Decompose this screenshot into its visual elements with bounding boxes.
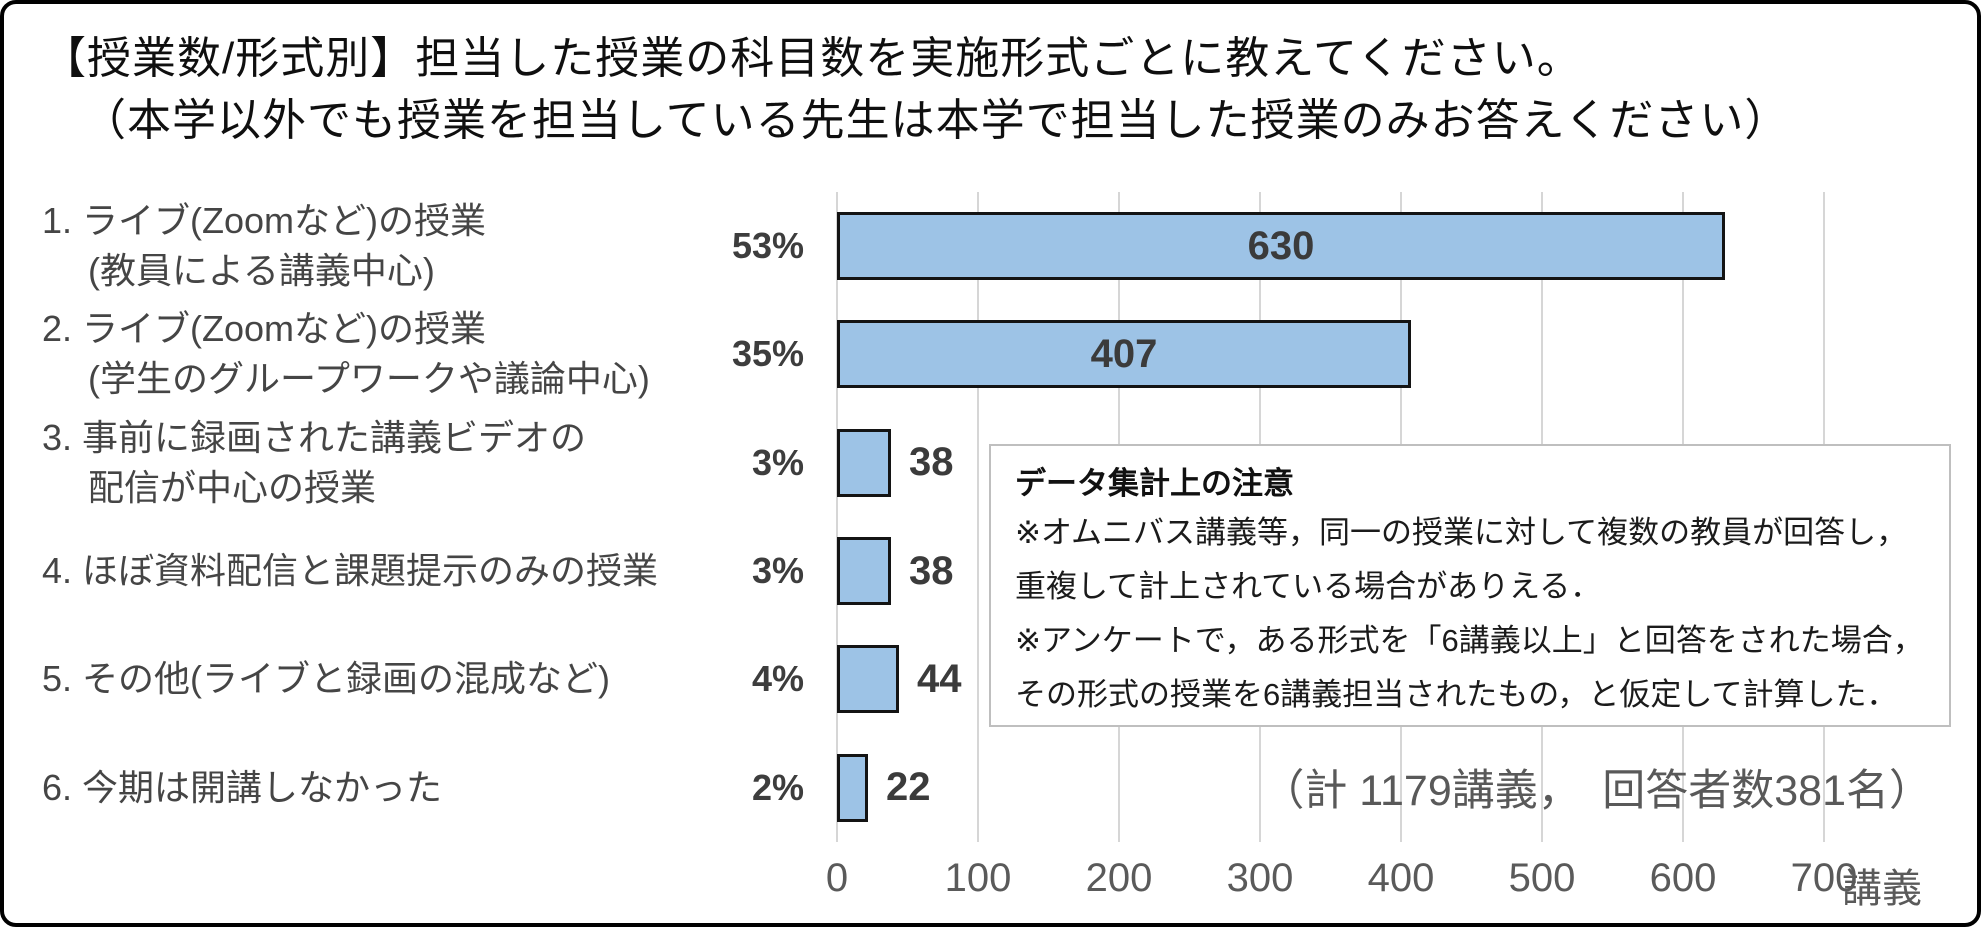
- bar-value-label-4: 38: [909, 548, 954, 593]
- chart-row-3: 3. 事前に録画された講義ビデオの配信が中心の授業 3% 38: [4, 409, 1977, 517]
- category-label-4-line-1: 4. ほぼ資料配信と課題提示のみの授業: [42, 550, 659, 592]
- category-label-2-line-2: (学生のグループワークや議論中心): [88, 358, 650, 400]
- category-label-3-line-1: 3. 事前に録画された講義ビデオの: [42, 416, 587, 458]
- data-note-line-3: ※アンケートで，ある形式を「6講義以上」と回答をされた場合，: [1015, 623, 1924, 658]
- percent-label-1: 53%: [731, 225, 804, 267]
- bar-value-label-6: 22: [886, 765, 931, 810]
- x-axis-tick-500: 500: [1508, 856, 1576, 900]
- x-axis-tick-200: 200: [1085, 856, 1153, 900]
- category-label-4: 4. ほぼ資料配信と課題提示のみの授業: [42, 546, 722, 596]
- x-axis-tick-0: 0: [825, 856, 849, 900]
- bar-4: [837, 537, 891, 606]
- category-label-3: 3. 事前に録画された講義ビデオの配信が中心の授業: [42, 413, 722, 513]
- percent-label-3: 3%: [751, 441, 804, 483]
- category-label-3-line-2: 配信が中心の授業: [88, 466, 377, 508]
- bar-6: [837, 753, 868, 822]
- data-note-box: データ集計上の注意 ※オムニバス講義等，同一の授業に対して複数の教員が回答し， …: [989, 444, 1951, 727]
- chart-row-6: 6. 今期は開講しなかった 2% 22: [4, 734, 1977, 842]
- category-label-6: 6. 今期は開講しなかった: [42, 763, 722, 813]
- chart-row-1: 1. ライブ(Zoomなど)の授業 (教員による講義中心) 53% 630: [4, 192, 1977, 300]
- percent-label-6: 2%: [751, 766, 804, 808]
- bar-2: 407: [837, 320, 1411, 389]
- data-note-line-2: 重複して計上されている場合がありえる．: [1015, 569, 1602, 604]
- x-axis-tick-400: 400: [1367, 856, 1435, 900]
- chart-title: 【授業数/形式別】担当した授業の科目数を実施形式ごとに教えてください。 （本学以…: [42, 28, 1789, 152]
- category-label-1: 1. ライブ(Zoomなど)の授業 (教員による講義中心): [42, 196, 722, 296]
- data-note-line-4: その形式の授業を6講義担当されたもの，と仮定して計算した．: [1015, 677, 1898, 712]
- data-note-title: データ集計上の注意: [1015, 466, 1294, 501]
- x-axis-tick-300: 300: [1226, 856, 1294, 900]
- bar-value-label-5: 44: [917, 656, 962, 701]
- percent-label-4: 3%: [751, 550, 804, 592]
- category-label-5: 5. その他(ライブと録画の混成など): [42, 654, 722, 704]
- x-axis-unit-label: 講義: [1842, 867, 1922, 911]
- category-label-6-line-1: 6. 今期は開講しなかった: [42, 766, 443, 808]
- category-label-2: 2. ライブ(Zoomなど)の授業 (学生のグループワークや議論中心): [42, 304, 722, 404]
- bar-value-label-2: 407: [1090, 331, 1158, 376]
- bar-value-label-1: 630: [1247, 223, 1315, 268]
- gridline-x-100: [977, 192, 979, 842]
- chart-row-5: 5. その他(ライブと録画の混成など) 4% 44: [4, 625, 1977, 733]
- x-axis-tick-600: 600: [1649, 856, 1717, 900]
- bar-3: [837, 428, 891, 497]
- data-note-line-1: ※オムニバス講義等，同一の授業に対して複数の教員が回答し，: [1015, 515, 1908, 550]
- percent-label-5: 4%: [751, 658, 804, 700]
- chart-title-line2: （本学以外でも授業を担当している先生は本学で担当した授業のみお答えください）: [82, 96, 1790, 145]
- bar-value-label-3: 38: [909, 440, 954, 485]
- category-label-1-line-1: 1. ライブ(Zoomなど)の授業: [42, 200, 487, 242]
- x-axis-tick-700: 700: [1790, 856, 1858, 900]
- x-axis-tick-100: 100: [944, 856, 1012, 900]
- category-label-1-line-2: (教員による講義中心): [88, 250, 435, 292]
- chart-title-line1: 【授業数/形式別】担当した授業の科目数を実施形式ごとに教えてください。: [42, 34, 1582, 83]
- category-label-5-line-1: 5. その他(ライブと録画の混成など): [42, 658, 611, 700]
- gridline-x-0: [836, 192, 838, 842]
- bar-5: [837, 645, 899, 714]
- category-label-2-line-1: 2. ライブ(Zoomなど)の授業: [42, 308, 487, 350]
- chart-row-4: 4. ほぼ資料配信と課題提示のみの授業 3% 38: [4, 517, 1977, 625]
- chart-row-2: 2. ライブ(Zoomなど)の授業 (学生のグループワークや議論中心) 35% 407: [4, 300, 1977, 408]
- bar-1: 630: [837, 212, 1725, 281]
- total-responses-note: （計 1179講義， 回答者数381名）: [1261, 767, 1932, 815]
- percent-label-2: 35%: [731, 333, 804, 375]
